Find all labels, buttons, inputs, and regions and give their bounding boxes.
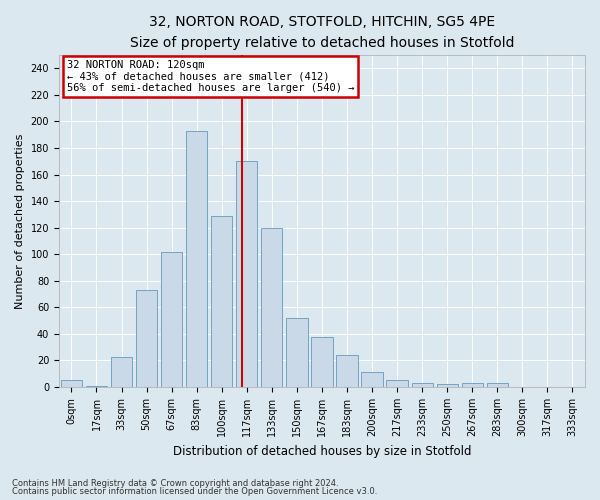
- Bar: [437, 384, 458, 387]
- Text: Contains public sector information licensed under the Open Government Licence v3: Contains public sector information licen…: [12, 487, 377, 496]
- Bar: [487, 383, 508, 387]
- Text: Contains HM Land Registry data © Crown copyright and database right 2024.: Contains HM Land Registry data © Crown c…: [12, 478, 338, 488]
- Bar: [386, 380, 408, 387]
- Bar: [412, 383, 433, 387]
- Bar: [61, 380, 82, 387]
- Bar: [86, 386, 107, 387]
- Y-axis label: Number of detached properties: Number of detached properties: [15, 134, 25, 308]
- Bar: [311, 336, 332, 387]
- Bar: [236, 161, 257, 387]
- Text: 32 NORTON ROAD: 120sqm
← 43% of detached houses are smaller (412)
56% of semi-de: 32 NORTON ROAD: 120sqm ← 43% of detached…: [67, 60, 354, 93]
- X-axis label: Distribution of detached houses by size in Stotfold: Distribution of detached houses by size …: [173, 444, 471, 458]
- Title: 32, NORTON ROAD, STOTFOLD, HITCHIN, SG5 4PE
Size of property relative to detache: 32, NORTON ROAD, STOTFOLD, HITCHIN, SG5 …: [130, 15, 514, 50]
- Bar: [261, 228, 283, 387]
- Bar: [111, 356, 132, 387]
- Bar: [211, 216, 232, 387]
- Bar: [186, 130, 208, 387]
- Bar: [361, 372, 383, 387]
- Bar: [161, 252, 182, 387]
- Bar: [337, 355, 358, 387]
- Bar: [286, 318, 308, 387]
- Bar: [461, 383, 483, 387]
- Bar: [136, 290, 157, 387]
